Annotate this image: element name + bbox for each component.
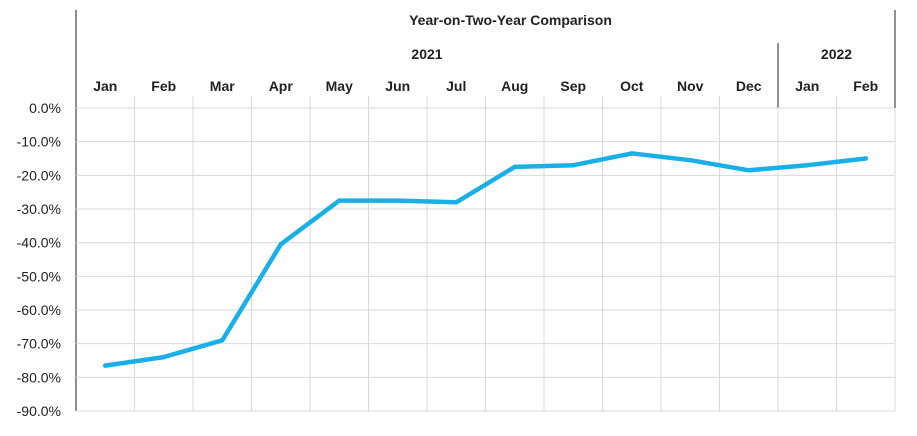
y-tick-label: -60.0% — [17, 302, 61, 318]
y-tick-label: -80.0% — [17, 369, 61, 385]
data-point — [454, 200, 459, 205]
month-label: Jan — [795, 78, 819, 94]
month-label: Dec — [736, 78, 762, 94]
chart-title: Year-on-Two-Year Comparison — [409, 12, 612, 28]
data-point — [395, 198, 400, 203]
chart-series — [103, 151, 869, 368]
y-tick-label: -30.0% — [17, 201, 61, 217]
series-line — [103, 151, 869, 368]
data-point — [571, 163, 576, 168]
y-tick-label: -20.0% — [17, 167, 61, 183]
year-label-2022: 2022 — [821, 46, 852, 62]
data-point — [220, 338, 225, 343]
data-point — [337, 198, 342, 203]
y-axis: 0.0% -10.0% -20.0% -30.0% -40.0% -50.0% -60.0%… — [17, 100, 61, 419]
data-point — [805, 163, 810, 168]
data-point — [512, 164, 517, 170]
y-tick-label: -10.0% — [17, 134, 61, 150]
y-tick-label: -70.0% — [17, 336, 61, 352]
month-label: Jan — [93, 78, 117, 94]
data-point — [688, 157, 693, 163]
y-tick-label: 0.0% — [29, 100, 61, 116]
chart-grid — [76, 96, 896, 412]
data-point — [629, 151, 634, 156]
data-point — [103, 363, 108, 368]
month-label: Feb — [853, 78, 878, 94]
year-label-2021: 2021 — [411, 46, 442, 62]
month-label: Oct — [620, 78, 644, 94]
month-label: May — [326, 78, 353, 94]
month-label: Sep — [560, 78, 586, 94]
data-point — [278, 242, 283, 247]
month-label: Jul — [446, 78, 466, 94]
month-label: Mar — [210, 78, 235, 94]
y-tick-label: -40.0% — [17, 235, 61, 251]
data-point — [161, 354, 166, 360]
month-label: Aug — [501, 78, 528, 94]
month-label: Apr — [269, 78, 294, 94]
month-label: Nov — [677, 78, 704, 94]
month-label: Jun — [385, 78, 410, 94]
data-point — [863, 156, 868, 161]
y-tick-label: -50.0% — [17, 268, 61, 284]
y-tick-label: -90.0% — [17, 403, 61, 419]
data-point — [746, 168, 751, 173]
month-label: Feb — [151, 78, 176, 94]
